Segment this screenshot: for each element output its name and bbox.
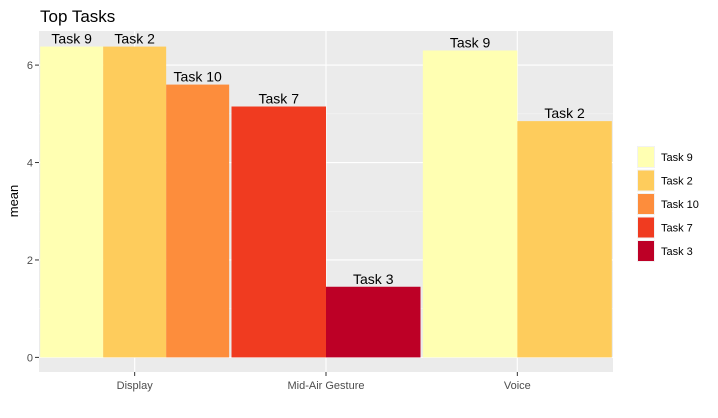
x-tick-label: Mid-Air Gesture <box>287 380 364 392</box>
bar <box>326 286 421 358</box>
chart-title: Top Tasks <box>40 7 115 26</box>
bar <box>517 121 612 358</box>
legend-label: Task 3 <box>661 246 693 258</box>
y-axis: 0 2 4 6 <box>27 60 39 364</box>
legend-swatch <box>638 194 654 214</box>
legend-label: Task 10 <box>661 199 699 211</box>
y-tick-label: 6 <box>27 60 33 72</box>
bar <box>231 106 326 358</box>
bar-labels: Task 9 Task 2 Task 10 Task 7 Task 3 Task 9 Tas… <box>51 31 585 287</box>
legend-swatch <box>638 170 654 191</box>
bar-label: Task 9 <box>450 34 491 50</box>
bar <box>422 50 518 358</box>
bar-label: Task 7 <box>259 91 300 107</box>
y-axis-title: mean <box>6 185 21 218</box>
bar-label: Task 3 <box>353 271 394 287</box>
legend-label: Task 2 <box>661 176 693 188</box>
legend-swatch <box>638 241 654 261</box>
legend-swatch <box>638 147 654 167</box>
bar-label: Task 10 <box>174 69 222 85</box>
bar <box>40 46 104 358</box>
bar-label: Task 2 <box>544 105 585 121</box>
legend-label: Task 9 <box>661 152 693 164</box>
x-tick-label: Voice <box>504 380 531 392</box>
bar-label: Task 9 <box>51 31 92 47</box>
x-tick-label: Display <box>117 380 154 392</box>
y-tick-label: 4 <box>27 158 33 170</box>
bars <box>40 46 612 358</box>
x-axis: Display Mid-Air Gesture Voice <box>117 372 531 392</box>
legend-label: Task 7 <box>661 223 693 235</box>
y-tick-label: 2 <box>27 255 33 267</box>
bar <box>166 84 230 358</box>
bar <box>103 46 167 358</box>
bar-label: Task 2 <box>114 31 155 47</box>
legend-swatch <box>638 217 654 238</box>
legend: Task 9 Task 2 Task 10 Task 7 Task 3 <box>637 146 699 262</box>
y-tick-label: 0 <box>27 352 33 364</box>
